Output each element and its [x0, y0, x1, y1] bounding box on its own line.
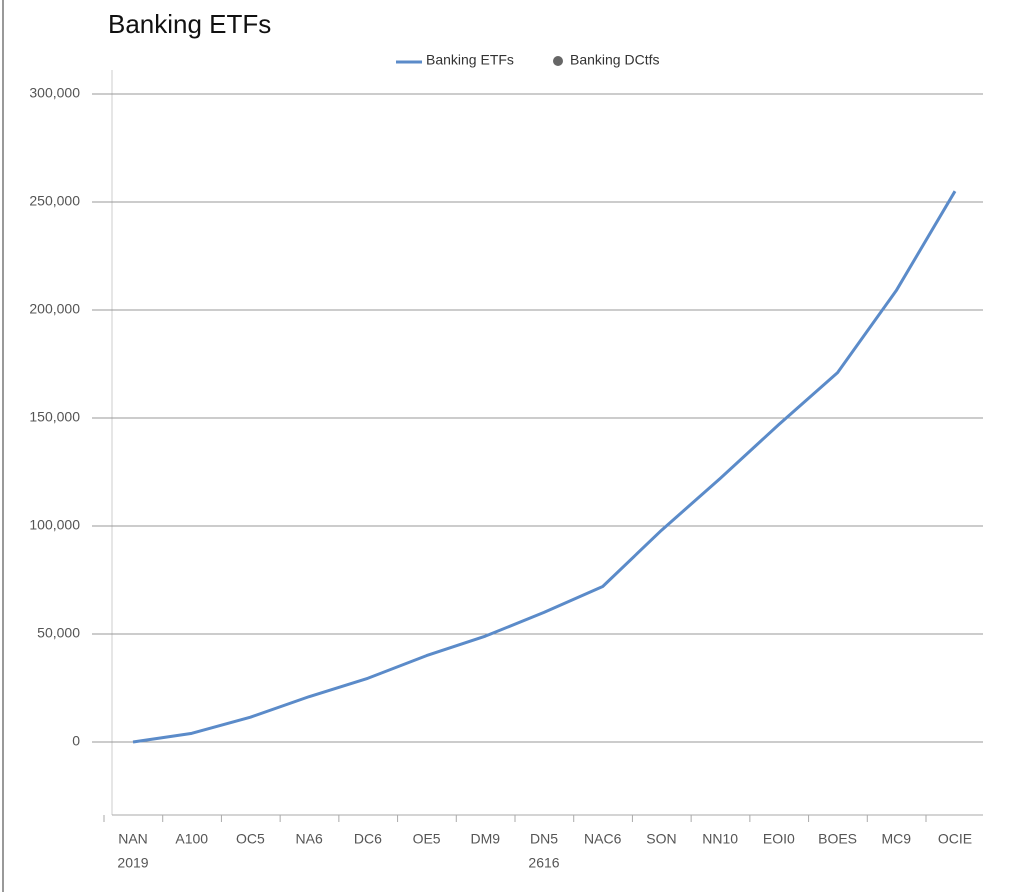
x-tick-label: NAC6	[584, 831, 622, 847]
legend-swatch	[553, 56, 563, 66]
x-tick-label: OC5	[236, 831, 265, 847]
legend-label: Banking ETFs	[426, 52, 514, 68]
x-tick-label: MC9	[882, 831, 912, 847]
y-tick-label: 100,000	[29, 517, 80, 533]
x-tick-label: DC6	[354, 831, 382, 847]
y-tick-label: 50,000	[37, 625, 80, 641]
x-tick-label: NN10	[702, 831, 738, 847]
x-tick-label: NA6	[296, 831, 323, 847]
legend-label: Banking DCtfs	[570, 52, 659, 68]
data-line	[132, 190, 957, 744]
x-tick-label: OCIE	[938, 831, 972, 847]
y-tick-label: 0	[72, 733, 80, 749]
chart-title: Banking ETFs	[108, 9, 271, 39]
x-tick-label: OE5	[413, 831, 441, 847]
y-tick-label: 150,000	[29, 409, 80, 425]
x-tick-label: DN5	[530, 831, 558, 847]
x-tick-label: EOI0	[763, 831, 795, 847]
x-sublabel: 2019	[117, 855, 148, 871]
y-tick-label: 300,000	[29, 85, 80, 101]
x-tick-label: DM9	[471, 831, 501, 847]
x-tick-label: SON	[646, 831, 676, 847]
x-sublabel: 2616	[528, 855, 559, 871]
x-tick-label: BOES	[818, 831, 857, 847]
x-tick-label: A100	[175, 831, 208, 847]
x-tick-label: NAN	[118, 831, 148, 847]
y-tick-label: 200,000	[29, 301, 80, 317]
y-tick-label: 250,000	[29, 193, 80, 209]
